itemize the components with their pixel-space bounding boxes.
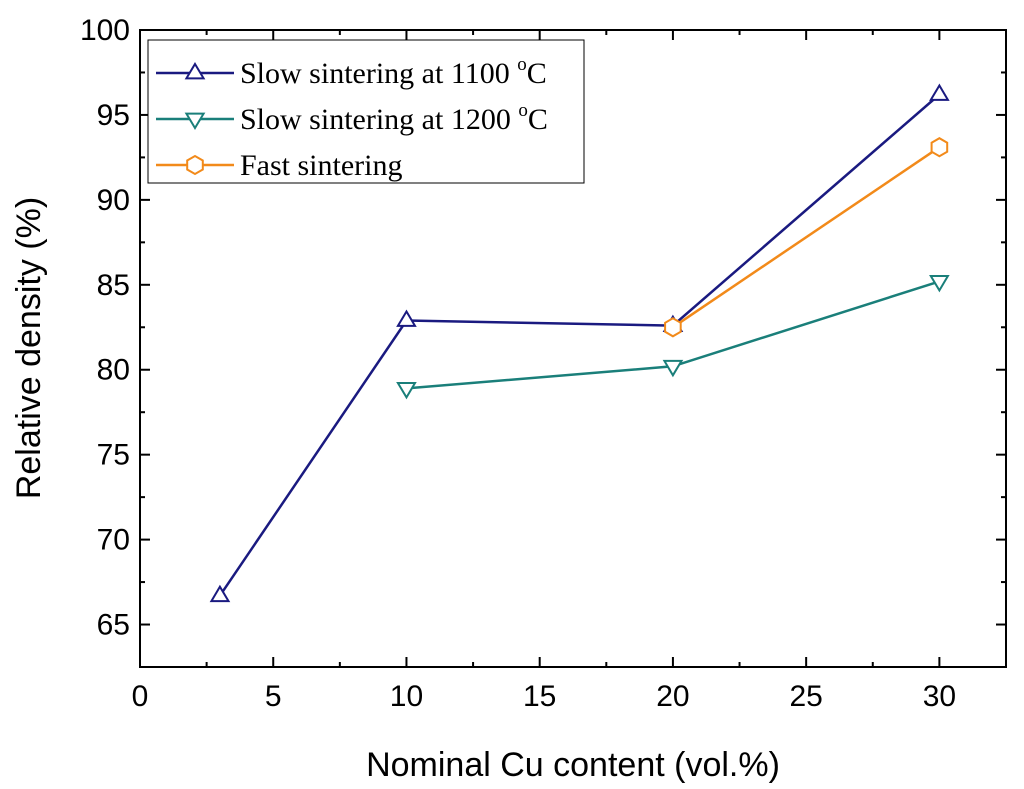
legend-label: Slow sintering at 1200 oC bbox=[240, 100, 548, 136]
legend-label-main: Slow sintering at 1200 bbox=[240, 103, 518, 136]
series-layer bbox=[209, 83, 950, 603]
data-point bbox=[662, 359, 684, 378]
legend-label-main: Fast sintering bbox=[240, 149, 403, 182]
legend-label-unit: C bbox=[527, 57, 547, 90]
series-1 bbox=[209, 83, 950, 603]
y-tick-label: 85 bbox=[97, 269, 130, 302]
x-tick-label: 15 bbox=[523, 680, 556, 713]
legend-marker bbox=[184, 112, 206, 130]
data-point bbox=[396, 309, 417, 327]
legend-label-unit: C bbox=[528, 103, 548, 136]
series-3 bbox=[664, 137, 949, 338]
legend-entry-1: Slow sintering at 1100 oC bbox=[156, 54, 547, 90]
legend-marker bbox=[184, 62, 206, 80]
y-tick-label: 90 bbox=[97, 184, 130, 217]
data-point bbox=[930, 137, 949, 158]
legend-label-superscript: o bbox=[517, 54, 527, 75]
series-line bbox=[672, 146, 941, 329]
data-point bbox=[929, 275, 950, 293]
y-tick-label: 70 bbox=[97, 524, 130, 557]
y-axis-title: Relative density (%) bbox=[10, 197, 48, 499]
legend-marker bbox=[186, 154, 204, 176]
data-point bbox=[664, 317, 682, 338]
series-line bbox=[218, 93, 941, 597]
y-tick-label: 65 bbox=[97, 609, 130, 642]
x-tick-label: 25 bbox=[789, 680, 822, 713]
data-point bbox=[209, 584, 231, 603]
legend-label: Slow sintering at 1100 oC bbox=[240, 54, 547, 90]
legend-label-main: Slow sintering at 1100 bbox=[240, 57, 517, 90]
legend-entry-2: Slow sintering at 1200 oC bbox=[156, 100, 548, 136]
legend-entry-3: Fast sintering bbox=[156, 149, 403, 182]
data-point bbox=[396, 382, 417, 400]
x-tick-label: 10 bbox=[390, 680, 423, 713]
legend-label-superscript: o bbox=[518, 100, 528, 121]
x-tick-label: 30 bbox=[923, 680, 956, 713]
x-axis-title: Nominal Cu content (vol.%) bbox=[366, 746, 780, 784]
legend-box bbox=[147, 39, 585, 184]
y-tick-label: 75 bbox=[97, 439, 130, 472]
y-tick-label: 95 bbox=[97, 99, 130, 132]
legend-label: Fast sintering bbox=[240, 149, 403, 182]
x-tick-label: 20 bbox=[656, 680, 689, 713]
series-2 bbox=[396, 275, 950, 400]
x-tick-label: 5 bbox=[265, 680, 282, 713]
y-tick-label: 100 bbox=[80, 14, 130, 47]
axis-tick-labels: 0 5 10 15 20 25 30 65 70 75 80 85 90 95 100 bbox=[80, 14, 956, 713]
axis-ticks bbox=[139, 29, 1006, 667]
data-point bbox=[929, 83, 950, 101]
x-tick-label: 0 bbox=[132, 680, 149, 713]
y-tick-label: 80 bbox=[97, 354, 130, 387]
plot-frame bbox=[139, 29, 1007, 668]
